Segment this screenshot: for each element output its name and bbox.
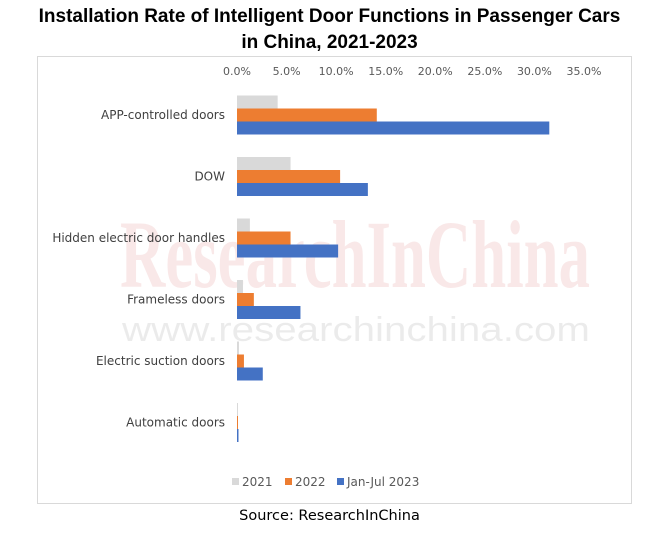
legend-label: 2021: [242, 475, 273, 489]
x-axis-ticks: 0.0% 5.0% 10.0% 15.0% 20.0% 25.0% 30.0% 35.0%: [223, 65, 601, 78]
bar-2021: [237, 95, 278, 109]
category-label: Automatic doors: [126, 416, 225, 430]
chart-frame: [37, 56, 632, 504]
x-tick-label: 35.0%: [567, 65, 602, 78]
category-labels: APP-controlled doors DOW Hidden electric d…: [52, 108, 225, 430]
bar-2022: [237, 108, 377, 122]
bar-2021: [237, 280, 243, 293]
bar-2022: [237, 231, 291, 245]
bar-2022: [237, 170, 341, 183]
legend-item: Jan-Jul 2023: [337, 475, 419, 489]
watermark: ResearchInChina www.researchinchina.com: [120, 201, 590, 349]
x-tick-label: 30.0%: [517, 65, 552, 78]
bar-2021: [237, 341, 239, 355]
x-tick-label: 20.0%: [418, 65, 453, 78]
x-tick-label: 0.0%: [223, 65, 251, 78]
legend-label: 2022: [295, 475, 326, 489]
category-label: Electric suction doors: [96, 354, 225, 368]
legend-swatch: [232, 478, 239, 485]
legend-swatch: [285, 478, 292, 485]
category-label: DOW: [194, 170, 225, 184]
bar-jan-jul-2023: [237, 121, 550, 135]
bar-jan-jul-2023: [237, 183, 368, 196]
bar-2022: [237, 416, 238, 429]
bar-2021: [237, 218, 250, 232]
x-tick-label: 15.0%: [368, 65, 403, 78]
legend: 2021 2022 Jan-Jul 2023: [232, 475, 419, 489]
source-note: Source: ResearchInChina: [239, 508, 420, 524]
bar-jan-jul-2023: [237, 244, 339, 258]
chart-title-line-2: in China, 2021-2023: [241, 32, 418, 53]
x-tick-label: 10.0%: [319, 65, 354, 78]
bar-2021: [237, 403, 238, 416]
bar-jan-jul-2023: [237, 367, 263, 381]
legend-swatch: [337, 478, 344, 485]
watermark-main: ResearchInChina: [120, 201, 590, 308]
bar-jan-jul-2023: [237, 306, 301, 319]
chart-title: Installation Rate of Intelligent Door Fu…: [0, 4, 659, 56]
x-tick-label: 25.0%: [467, 65, 502, 78]
x-tick-label: 5.0%: [273, 65, 301, 78]
category-label: Frameless doors: [127, 293, 225, 307]
bars: [237, 95, 550, 442]
bar-jan-jul-2023: [237, 429, 239, 442]
legend-label: Jan-Jul 2023: [346, 475, 419, 489]
chart-title-line-1: Installation Rate of Intelligent Door Fu…: [38, 6, 621, 27]
watermark-url: www.researchinchina.com: [121, 311, 590, 349]
category-label: Hidden electric door handles: [52, 231, 225, 245]
bar-2022: [237, 293, 254, 306]
bar-2021: [237, 157, 291, 170]
legend-item: 2022: [285, 475, 326, 489]
bar-2022: [237, 354, 244, 368]
category-label: APP-controlled doors: [101, 108, 225, 122]
legend-item: 2021: [232, 475, 273, 489]
